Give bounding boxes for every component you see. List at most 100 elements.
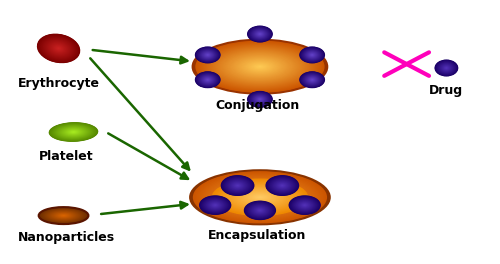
Ellipse shape <box>206 200 225 211</box>
Ellipse shape <box>442 65 451 71</box>
Ellipse shape <box>196 72 220 88</box>
Ellipse shape <box>51 43 66 53</box>
Ellipse shape <box>300 202 310 208</box>
Ellipse shape <box>198 49 217 61</box>
Ellipse shape <box>437 61 456 75</box>
Ellipse shape <box>202 175 318 220</box>
Ellipse shape <box>50 123 97 141</box>
Ellipse shape <box>440 63 453 73</box>
Ellipse shape <box>258 32 262 36</box>
Ellipse shape <box>56 213 72 218</box>
Ellipse shape <box>300 47 324 63</box>
Ellipse shape <box>256 65 263 68</box>
Ellipse shape <box>278 183 287 188</box>
Ellipse shape <box>199 49 216 61</box>
Ellipse shape <box>54 212 73 219</box>
Ellipse shape <box>198 48 218 62</box>
Ellipse shape <box>443 66 450 70</box>
Ellipse shape <box>445 67 448 69</box>
Ellipse shape <box>279 183 285 188</box>
Ellipse shape <box>44 39 73 58</box>
Ellipse shape <box>212 48 308 86</box>
Ellipse shape <box>234 187 286 208</box>
Ellipse shape <box>60 214 67 217</box>
Ellipse shape <box>244 191 276 203</box>
Ellipse shape <box>210 202 220 208</box>
Ellipse shape <box>66 129 81 135</box>
Ellipse shape <box>213 204 218 206</box>
Ellipse shape <box>232 182 242 189</box>
Ellipse shape <box>38 35 79 62</box>
Ellipse shape <box>252 195 267 200</box>
Ellipse shape <box>38 207 88 224</box>
Text: Platelet: Platelet <box>38 150 94 163</box>
Ellipse shape <box>434 59 458 77</box>
Ellipse shape <box>237 185 238 186</box>
Ellipse shape <box>280 184 284 187</box>
Ellipse shape <box>246 192 274 202</box>
Ellipse shape <box>307 76 318 83</box>
Ellipse shape <box>252 29 268 39</box>
Ellipse shape <box>312 54 313 55</box>
Ellipse shape <box>231 181 244 190</box>
Ellipse shape <box>56 47 60 50</box>
Ellipse shape <box>232 182 244 189</box>
Ellipse shape <box>50 211 76 220</box>
Ellipse shape <box>252 63 268 70</box>
Ellipse shape <box>46 209 82 222</box>
Ellipse shape <box>282 185 283 186</box>
Ellipse shape <box>255 31 265 37</box>
Ellipse shape <box>255 96 264 102</box>
Ellipse shape <box>206 199 225 211</box>
Ellipse shape <box>231 186 289 209</box>
Ellipse shape <box>238 58 282 76</box>
Ellipse shape <box>224 183 296 211</box>
Ellipse shape <box>246 192 274 203</box>
Ellipse shape <box>69 130 78 134</box>
Ellipse shape <box>217 49 303 84</box>
Ellipse shape <box>258 209 262 212</box>
Ellipse shape <box>250 28 270 40</box>
Ellipse shape <box>289 196 320 215</box>
Ellipse shape <box>204 53 211 57</box>
Ellipse shape <box>254 195 266 200</box>
Ellipse shape <box>48 122 98 142</box>
Ellipse shape <box>250 205 270 216</box>
Ellipse shape <box>442 65 451 71</box>
Ellipse shape <box>214 204 217 206</box>
Ellipse shape <box>49 122 98 142</box>
Ellipse shape <box>246 192 274 203</box>
Ellipse shape <box>293 198 316 212</box>
Ellipse shape <box>60 127 86 137</box>
Ellipse shape <box>299 46 325 63</box>
Ellipse shape <box>251 28 269 40</box>
Ellipse shape <box>259 34 261 35</box>
Ellipse shape <box>42 208 85 223</box>
Ellipse shape <box>221 176 254 196</box>
Ellipse shape <box>302 48 322 62</box>
Ellipse shape <box>198 41 322 92</box>
Ellipse shape <box>258 197 261 198</box>
Ellipse shape <box>250 93 270 106</box>
Ellipse shape <box>258 196 262 198</box>
Ellipse shape <box>201 50 214 59</box>
Ellipse shape <box>300 202 309 208</box>
Ellipse shape <box>249 204 270 217</box>
Ellipse shape <box>64 129 82 135</box>
Ellipse shape <box>234 187 285 207</box>
Ellipse shape <box>252 205 268 215</box>
Ellipse shape <box>195 46 220 63</box>
Ellipse shape <box>258 66 262 68</box>
Ellipse shape <box>54 213 72 219</box>
Ellipse shape <box>272 180 292 191</box>
Ellipse shape <box>228 185 292 210</box>
Ellipse shape <box>54 212 74 219</box>
Ellipse shape <box>62 128 85 136</box>
Ellipse shape <box>255 195 265 199</box>
Ellipse shape <box>228 54 291 79</box>
Ellipse shape <box>215 180 304 215</box>
Ellipse shape <box>436 60 458 76</box>
Ellipse shape <box>62 128 84 136</box>
Ellipse shape <box>220 182 300 213</box>
Ellipse shape <box>255 96 265 103</box>
